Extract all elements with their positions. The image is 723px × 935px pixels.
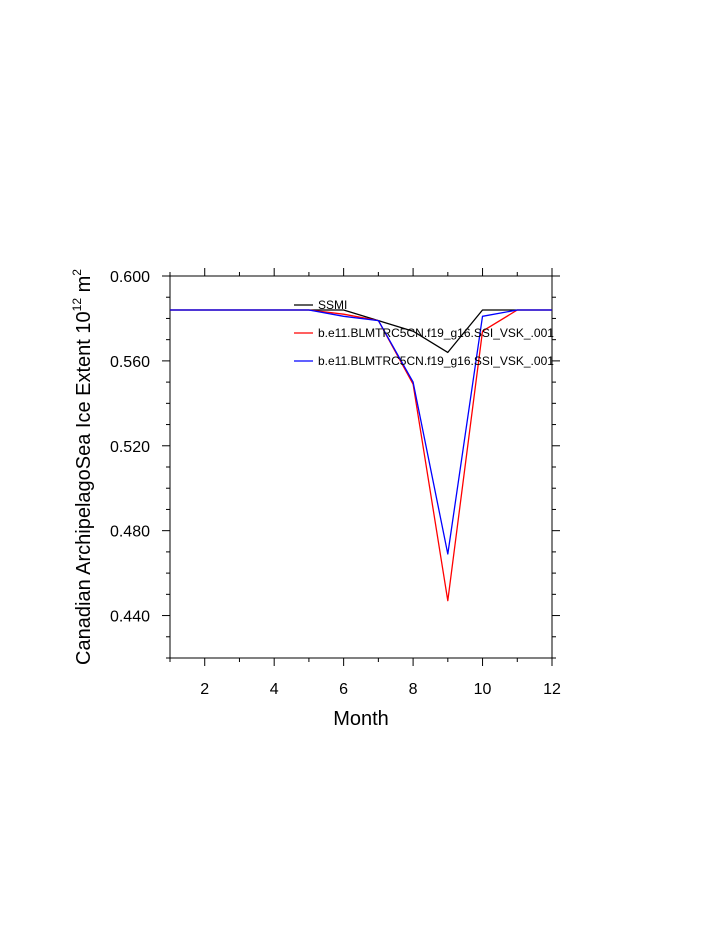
y-tick-labels: 0.440 0.480 0.520 0.560 0.600 [110,269,150,626]
y-tick-label: 0.480 [110,524,150,541]
legend-label-2: b.e11.BLMTRC5CN.f19_g16.SSI_VSK_.001 [318,326,554,340]
y-axis-label: Canadian ArchipelagoSea Ice Extent 1012 … [70,269,95,665]
y-axis-label-unit: m [73,276,95,293]
x-tick-label: 4 [270,681,279,698]
x-tick-label: 6 [339,681,348,698]
y-axis-label-main: Canadian ArchipelagoSea Ice Extent 10 [73,311,95,665]
legend-label-3: b.e11.BLMTRC5CN.f19_g16.SSI_VSK_.001 [318,354,554,368]
axis-ticks [162,268,560,666]
x-tick-label: 10 [474,681,492,698]
y-tick-label: 0.560 [110,354,150,371]
y-axis-label-unit-exponent: 2 [70,269,84,276]
x-axis-label: Month [333,708,389,730]
x-tick-label: 2 [200,681,209,698]
y-tick-label: 0.440 [110,609,150,626]
x-tick-label: 8 [409,681,418,698]
legend-label-1: SSMI [318,298,347,312]
y-tick-label: 0.600 [110,269,150,286]
y-axis-label-exponent: 12 [70,298,84,312]
y-tick-label: 0.520 [110,439,150,456]
x-tick-labels: 2 4 6 8 10 12 [200,681,561,698]
x-tick-label: 12 [543,681,561,698]
legend: SSMI b.e11.BLMTRC5CN.f19_g16.SSI_VSK_.001… [294,298,554,368]
series-lines [170,309,552,602]
series-line-3 [170,309,552,555]
